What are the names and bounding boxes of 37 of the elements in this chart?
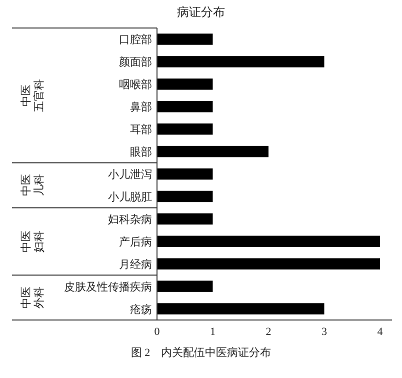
- y-tick-label: 颜面部: [119, 56, 152, 69]
- bar: [157, 56, 324, 68]
- x-tick-label: 0: [154, 326, 160, 338]
- bar: [157, 190, 213, 202]
- bar: [157, 101, 213, 112]
- bar: [157, 213, 213, 225]
- bar: [157, 123, 213, 135]
- y-tick-label: 咽喉部: [119, 78, 152, 92]
- y-tick-label: 月经病: [119, 258, 152, 271]
- text: 中医外科: [20, 286, 46, 309]
- y-tick-label: 小儿泄泻: [108, 168, 152, 181]
- bar: [157, 34, 213, 45]
- y-tick-label: 眼部: [130, 146, 152, 159]
- text: 中医妇科: [20, 230, 46, 252]
- y-tick-label: 皮肤及性传播疾病: [64, 280, 152, 294]
- bar: [157, 168, 213, 180]
- y-tick-label: 产后病: [119, 235, 152, 248]
- y-tick-label: 耳部: [130, 123, 152, 136]
- text: 中医儿科: [20, 174, 46, 196]
- text: 中医五官科: [20, 78, 46, 112]
- caption: 图 2 内关配伍中医病证分布: [130, 346, 272, 359]
- chart-title: 病证分布: [177, 5, 225, 19]
- y-tick-label: 疮疡: [130, 302, 152, 316]
- y-tick-label: 口腔部: [119, 33, 152, 46]
- x-tick-label: 2: [266, 326, 272, 338]
- bar: [157, 258, 380, 270]
- y-tick-label: 妇科杂病: [108, 212, 152, 226]
- x-tick-label: 1: [210, 326, 216, 338]
- y-tick-label: 小儿脱肛: [108, 190, 152, 204]
- x-tick-label: 4: [377, 326, 384, 338]
- bar: [157, 78, 213, 90]
- bar: [157, 280, 213, 292]
- bar: [157, 236, 380, 247]
- y-tick-label: 鼻部: [130, 100, 152, 114]
- bar: [157, 303, 324, 314]
- bar: [157, 146, 268, 158]
- x-tick-label: 3: [322, 326, 328, 338]
